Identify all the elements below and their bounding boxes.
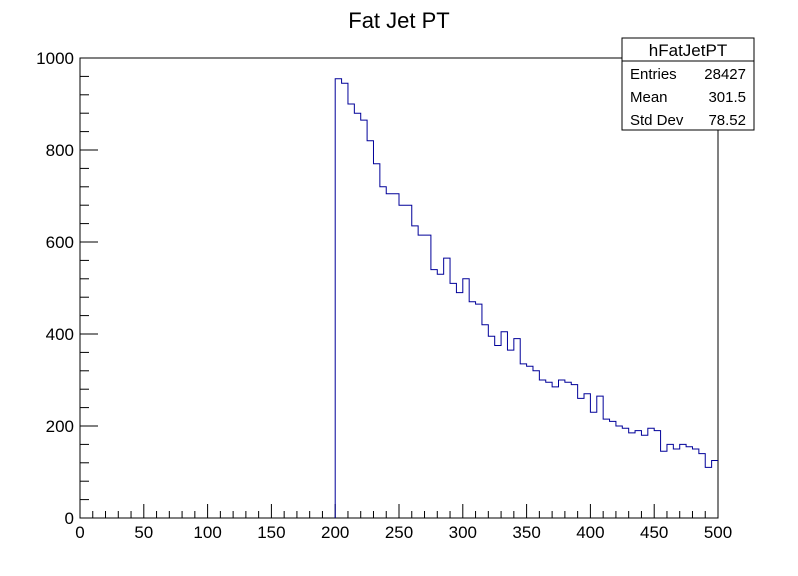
stats-stddev-value: 78.52: [708, 112, 746, 129]
y-tick-label: 1000: [36, 49, 74, 68]
stats-box-frame: [621, 37, 755, 131]
y-tick-label: 800: [46, 141, 74, 160]
stats-entries-value: 28427: [704, 66, 746, 83]
x-tick-label: 500: [704, 523, 732, 542]
stats-box: hFatJetPT Entries 28427 Mean 301.5 Std D…: [621, 37, 755, 131]
x-tick-label: 250: [385, 523, 413, 542]
y-axis: 0 200 400 600 800 1000: [36, 49, 98, 528]
x-tick-label: 350: [512, 523, 540, 542]
stats-box-title: hFatJetPT: [649, 41, 727, 60]
x-tick-label: 450: [640, 523, 668, 542]
x-tick-label: 150: [257, 523, 285, 542]
x-tick-label: 0: [75, 523, 84, 542]
x-tick-label: 200: [321, 523, 349, 542]
y-tick-label: 400: [46, 325, 74, 344]
stats-mean-label: Mean: [630, 89, 668, 106]
x-tick-label: 300: [449, 523, 477, 542]
x-tick-label: 100: [193, 523, 221, 542]
stats-mean-value: 301.5: [708, 89, 746, 106]
stats-entries-label: Entries: [630, 66, 677, 83]
chart-title: Fat Jet PT: [348, 8, 449, 33]
histogram-series: [334, 78, 718, 518]
x-tick-label: 50: [134, 523, 153, 542]
x-tick-label: 400: [576, 523, 604, 542]
y-tick-label: 600: [46, 233, 74, 252]
x-axis: 0 50 100 150 200 250 300 350 400 450 500: [75, 504, 732, 542]
y-tick-label: 0: [65, 509, 74, 528]
stats-stddev-label: Std Dev: [630, 112, 684, 129]
y-tick-label: 200: [46, 417, 74, 436]
